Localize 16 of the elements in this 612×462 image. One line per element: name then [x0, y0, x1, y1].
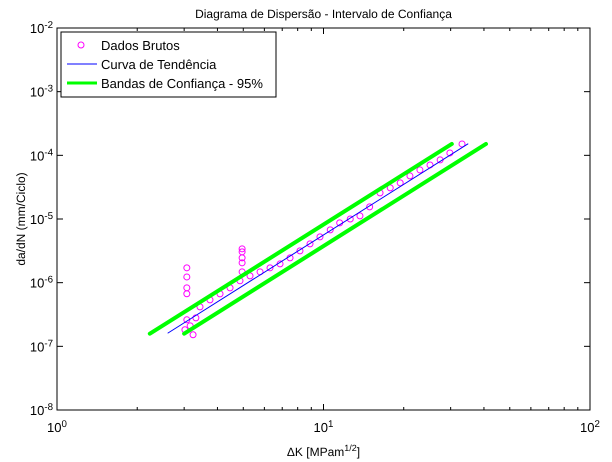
- y-tick-label: 10$^{-3}$: [30, 83, 53, 100]
- legend-label: Curva de Tendência: [101, 57, 218, 72]
- y-axis-title: da/dN (mm/Ciclo): [14, 172, 28, 266]
- y-tick-label: 10$^{-8}$: [30, 402, 53, 418]
- y-tick-label: 10$^{-6}$: [30, 274, 53, 291]
- y-tick-label: 10$^{-7}$: [30, 338, 53, 354]
- x-tick-label: 10$^{0}$: [47, 418, 68, 435]
- x-axis-title: ΔK [MPam$^{1/2}$]: [286, 443, 360, 459]
- y-tick-label: 10$^{-5}$: [30, 210, 54, 227]
- y-tick-label: 10$^{-4}$: [30, 146, 54, 164]
- x-tick-label: 10$^{1}$: [314, 418, 334, 435]
- y-tick-label: 10$^{-2}$: [30, 20, 53, 36]
- x-tick-label: 10$^{2}$: [580, 418, 600, 435]
- chart-title: Diagrama de Dispersão - Intervalo de Confiança: [195, 7, 452, 21]
- legend-label: Bandas de Confiança - 95%: [101, 76, 264, 91]
- legend-label: Dados Brutos: [101, 38, 180, 53]
